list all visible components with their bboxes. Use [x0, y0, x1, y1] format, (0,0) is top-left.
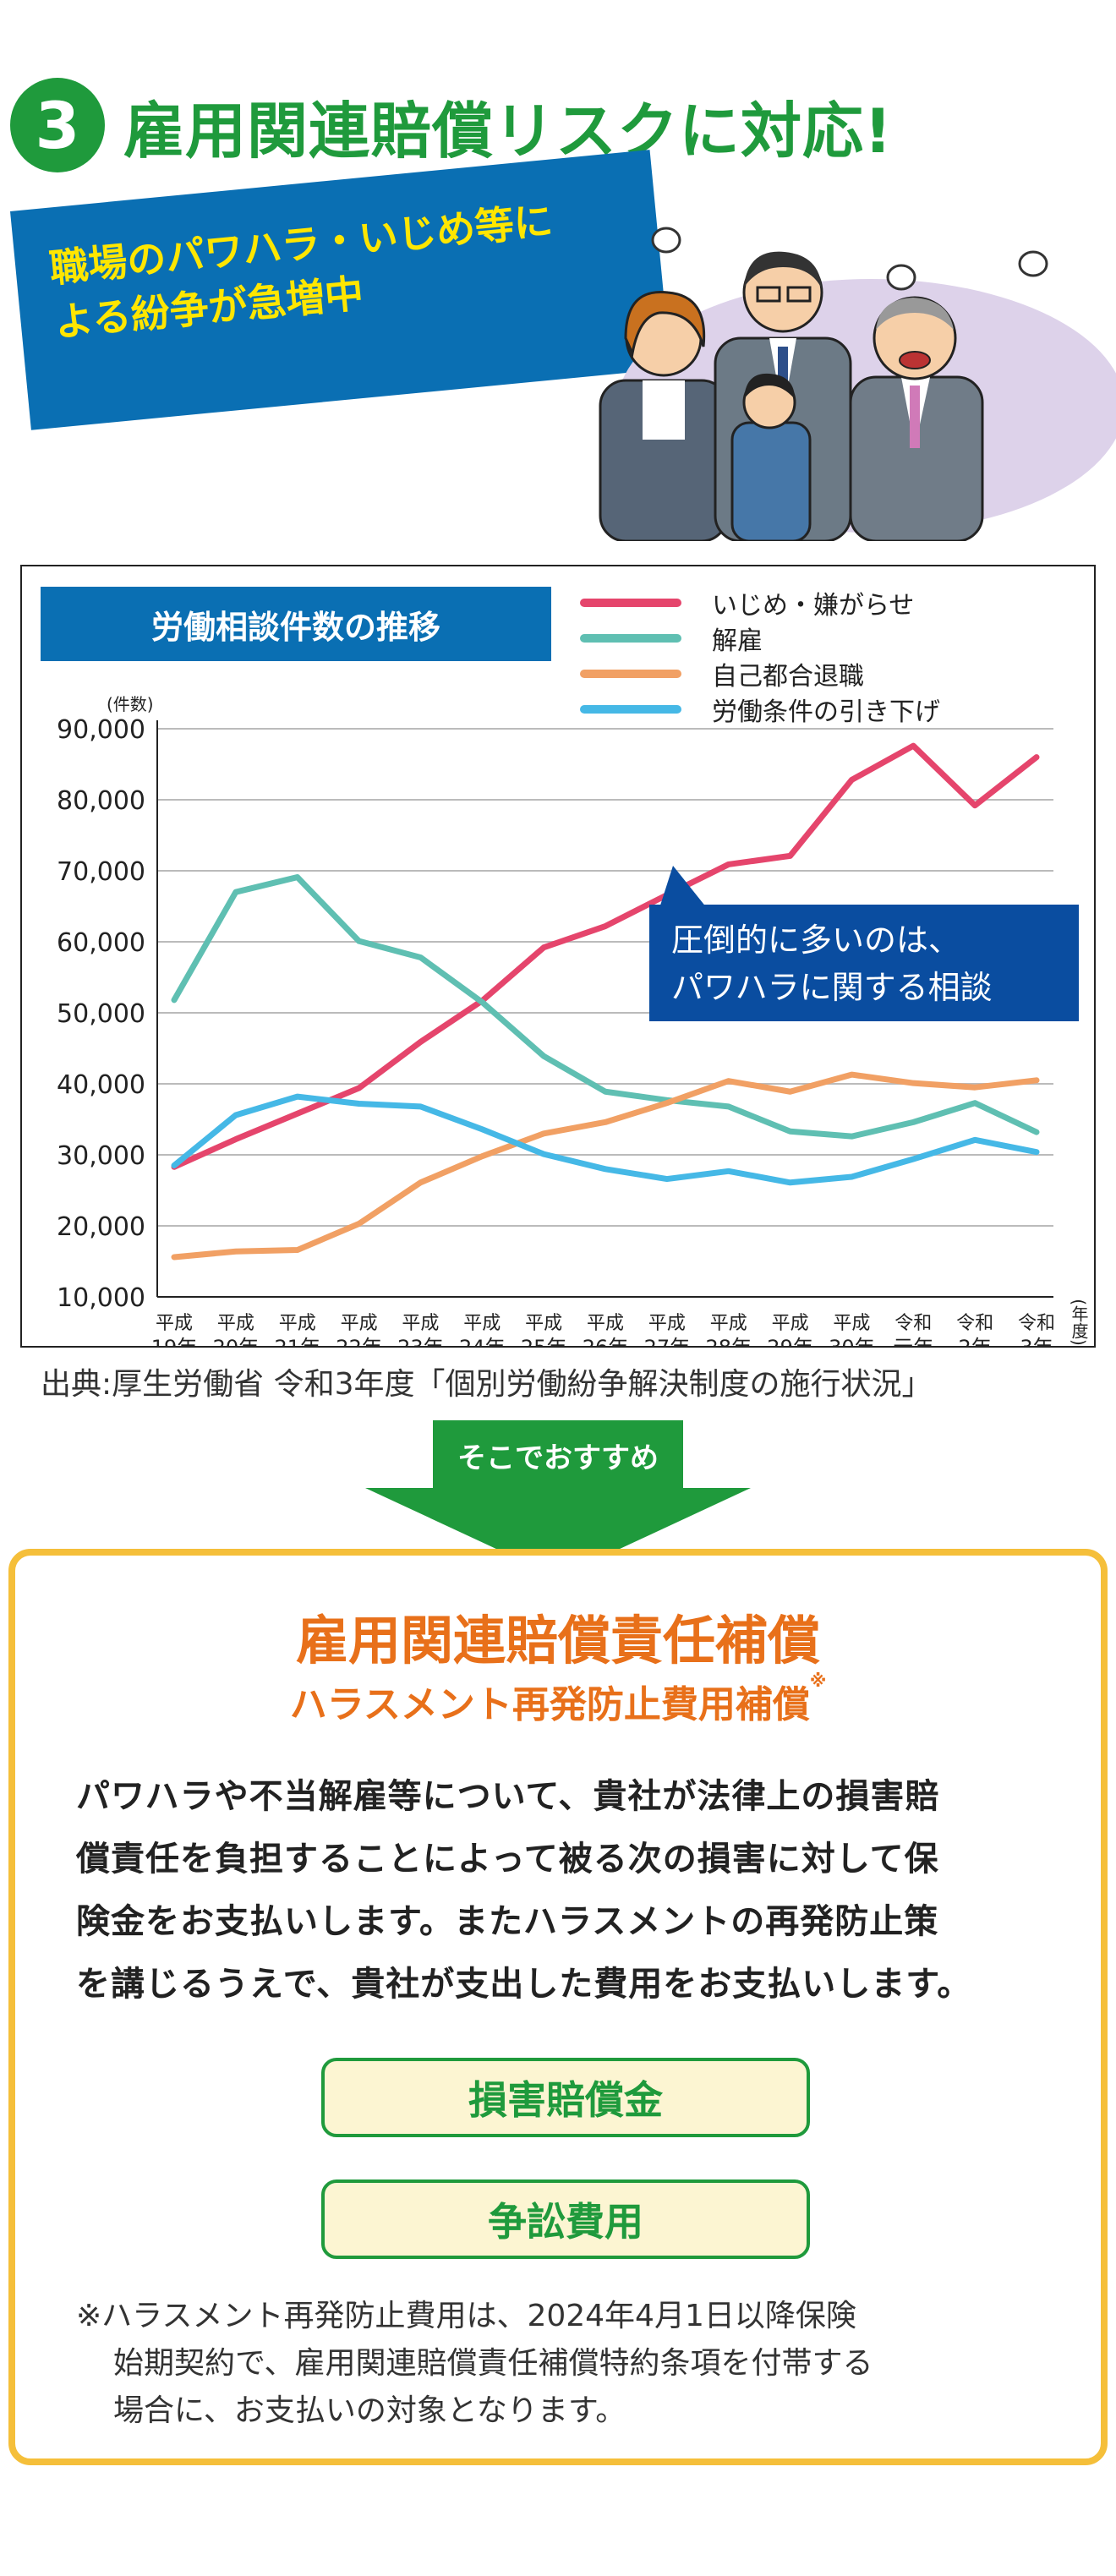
annotation-line-1: 圧倒的に多いのは、: [671, 922, 961, 959]
legend-item-resignation: 自己都合退職: [580, 656, 940, 692]
chart-title: 労働相談件数の推移: [41, 587, 551, 661]
callout-tail: [659, 866, 707, 908]
angry-office-workers-illustration: [566, 211, 1116, 543]
x-tick-label: 平成: [525, 1313, 562, 1334]
x-tick-label: 元年: [893, 1336, 933, 1346]
y-tick-label: 70,000: [57, 857, 145, 887]
x-tick-label: 平成: [402, 1313, 439, 1334]
x-tick-label: 平成: [279, 1313, 316, 1334]
product-panel: 雇用関連賠償責任補償 ハラスメント再発防止費用補償※ パワハラや不当解雇等につい…: [8, 1549, 1108, 2465]
x-tick-label: 27年: [644, 1336, 691, 1346]
x-tick-label: 20年: [213, 1336, 260, 1346]
description-line: を講じるうえで、貴社が支出した費用をお支払いします。: [76, 1965, 972, 2004]
angry-man-figure-icon: [849, 296, 984, 543]
x-tick-label: 平成: [833, 1313, 870, 1334]
x-tick-label: 平成: [217, 1313, 254, 1334]
series-line-0: [171, 742, 1040, 1170]
chart-panel: 労働相談件数の推移 いじめ・嫌がらせ 解雇 自己都合退職 労働条件の引き下げ 9…: [20, 565, 1096, 1348]
y-tick-label: 90,000: [57, 715, 145, 745]
x-tick-label: 令和: [894, 1313, 932, 1334]
x-tick-label: 平成: [772, 1313, 809, 1334]
recommend-arrow: そこでおすすめ: [433, 1420, 683, 1490]
note-line: 場合に、お支払いの対象となります。: [113, 2393, 626, 2428]
x-tick-label: 30年: [829, 1336, 875, 1346]
y-tick-label: 20,000: [57, 1212, 145, 1242]
series-line-3: [171, 1093, 1040, 1186]
legend-swatch: [580, 599, 681, 607]
description-line: パワハラや不当解雇等について、貴社が法律上の損害賠: [76, 1777, 940, 1816]
legend-item-conditions: 労働条件の引き下げ: [580, 692, 940, 727]
woman-figure-icon: [599, 290, 729, 543]
y-tick-label: 30,000: [57, 1141, 145, 1171]
x-tick-label: 平成: [463, 1313, 501, 1334]
description-line: 険金をお支払いします。またハラスメントの再発防止策: [76, 1902, 939, 1941]
section-number-badge: 3: [10, 78, 105, 172]
legend-label: いじめ・嫌がらせ: [712, 591, 915, 621]
product-description: パワハラや不当解雇等について、貴社が法律上の損害賠 償責任を負担することによって…: [76, 1765, 1057, 2015]
legend-label: 解雇: [712, 626, 763, 656]
x-tick-label: 平成: [156, 1313, 193, 1334]
y-tick-label: 50,000: [57, 999, 145, 1029]
x-tick-label: 平成: [710, 1313, 747, 1334]
series-line-1: [171, 874, 1040, 1140]
note-line: 始期契約で、雇用関連賠償責任補償特約条項を付帯する: [113, 2346, 873, 2381]
legend-item-dismissal: 解雇: [580, 621, 940, 656]
small-man-figure-icon: [730, 373, 812, 543]
y-axis-label: (件数): [107, 694, 154, 714]
section-title: 雇用関連賠償リスクに対応!: [123, 95, 893, 167]
footnote-mark: ※: [809, 1671, 827, 1691]
x-tick-label: 令和: [956, 1313, 993, 1334]
product-note: ※ハラスメント再発防止費用は、2024年4月1日以降保険 始期契約で、雇用関連賠…: [76, 2293, 1074, 2435]
annotation-line-2: パワハラに関する相談: [671, 969, 993, 1006]
line-chart: 90,000 80,000 70,000 60,000 50,000 40,000 30,0…: [57, 694, 1089, 1346]
y-tick-label: 80,000: [57, 786, 145, 816]
legend-swatch: [580, 670, 681, 678]
note-line: ※ハラスメント再発防止費用は、2024年4月1日以降保険: [76, 2299, 856, 2333]
chart-annotation: 圧倒的に多いのは、 パワハラに関する相談: [649, 905, 1079, 1021]
x-tick-label: 平成: [341, 1313, 378, 1334]
x-tick-label: 21年: [274, 1336, 320, 1346]
description-line: 償責任を負担することによって被る次の損害に対して保: [76, 1840, 939, 1879]
x-tick-label: 平成: [587, 1313, 624, 1334]
x-axis-label: (年度): [1069, 1299, 1089, 1346]
product-subtitle-text: ハラスメント再発防止費用補償: [289, 1683, 810, 1726]
x-tick-label: 26年: [583, 1336, 629, 1346]
product-subtitle: ハラスメント再発防止費用補償※: [15, 1671, 1101, 1728]
chart-legend: いじめ・嫌がらせ 解雇 自己都合退職 労働条件の引き下げ: [580, 585, 940, 727]
x-tick-label: 平成: [648, 1313, 686, 1334]
x-tick-label: 28年: [705, 1336, 752, 1346]
x-tick-label: 2年: [959, 1336, 992, 1346]
coverage-item-litigation: 争訟費用: [321, 2179, 810, 2259]
x-tick-label: 25年: [521, 1336, 567, 1346]
section-heading: 3 雇用関連賠償リスクに対応!: [10, 78, 893, 172]
legend-label: 自己都合退職: [712, 662, 864, 692]
x-tick-label: 23年: [397, 1336, 444, 1346]
legend-item-bullying: いじめ・嫌がらせ: [580, 585, 940, 621]
x-tick-label: 19年: [151, 1336, 198, 1346]
coverage-item-damages: 損害賠償金: [321, 2058, 810, 2137]
x-tick-label: 29年: [767, 1336, 813, 1346]
chart-source: 出典:厚生労働省 令和3年度「個別労働紛争解決制度の施行状況」: [41, 1367, 933, 1402]
series-line-2: [171, 1071, 1040, 1261]
x-tick-label: 令和: [1018, 1313, 1055, 1334]
y-tick-label: 40,000: [57, 1070, 145, 1100]
x-tick-label: 22年: [336, 1336, 382, 1346]
product-title: 雇用関連賠償責任補償: [295, 1610, 820, 1671]
x-tick-label: 3年: [1020, 1336, 1053, 1346]
legend-label: 労働条件の引き下げ: [712, 697, 940, 727]
y-tick-label: 10,000: [57, 1283, 145, 1313]
legend-swatch: [580, 705, 681, 714]
legend-swatch: [580, 634, 681, 643]
x-tick-label: 24年: [459, 1336, 506, 1346]
y-tick-label: 60,000: [57, 928, 145, 958]
